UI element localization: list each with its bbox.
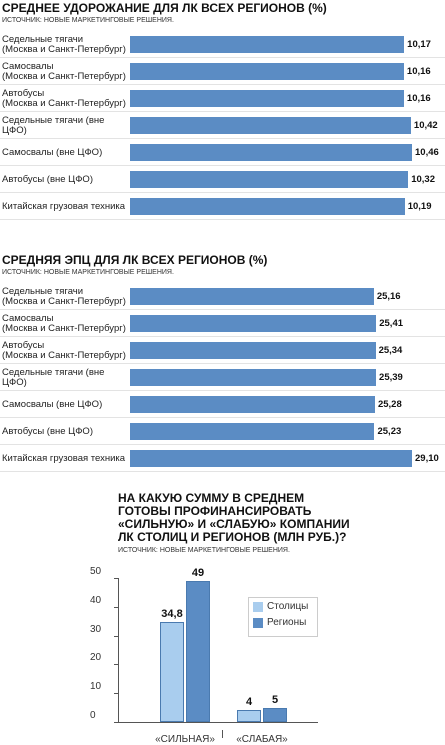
bar	[160, 621, 184, 722]
value-label: 10,46	[415, 147, 439, 158]
bar	[130, 90, 404, 107]
bar	[130, 396, 375, 413]
bar	[130, 63, 404, 80]
row-divider	[0, 391, 445, 418]
category-label: Автобусы (вне ЦФО)	[2, 173, 93, 185]
row-divider	[0, 85, 445, 112]
bar	[130, 288, 374, 305]
category-label: Автобусы (Москва и Санкт-Петербург)	[2, 339, 126, 361]
value-label: 25,23	[377, 426, 402, 437]
x-tick-label: «СИЛЬНАЯ»	[155, 734, 215, 745]
bar	[130, 342, 376, 359]
value-label: 25,28	[377, 399, 402, 410]
x-axis	[118, 722, 318, 723]
value-label: 49	[191, 566, 205, 579]
row-divider	[0, 193, 445, 220]
category-label: Седельные тягачи (вне ЦФО)	[2, 366, 105, 388]
tick-separator	[222, 730, 223, 738]
y-tick-mark	[114, 578, 118, 579]
legend-label: Столицы	[267, 601, 309, 612]
y-tick-label: 50	[90, 566, 102, 577]
value-label: 10,19	[407, 201, 432, 212]
y-tick-label: 10	[90, 681, 102, 693]
row-divider	[0, 310, 445, 337]
row-divider	[0, 31, 445, 58]
row-divider	[0, 337, 445, 364]
legend	[248, 597, 318, 637]
category-label: Самосвалы (вне ЦФО)	[2, 146, 103, 158]
chart-source: ИСТОЧНИК: НОВЫЕ МАРКЕТИНГОВЫЕ РЕШЕНИЯ.	[2, 269, 174, 276]
category-label: Седельные тягачи (вне ЦФО)	[2, 114, 105, 136]
bar	[130, 315, 377, 332]
legend-swatch	[253, 602, 263, 612]
bar	[130, 144, 412, 161]
value-label: 10,16	[406, 66, 431, 77]
bar	[130, 171, 409, 188]
value-label: 25,41	[379, 318, 404, 329]
row-divider	[0, 139, 445, 166]
category-label: Самосвалы (вне ЦФО)	[2, 398, 103, 410]
bar	[263, 707, 287, 722]
y-axis	[118, 578, 119, 722]
category-label: Самосвалы (Москва и Санкт-Петербург)	[2, 60, 126, 82]
bar	[130, 198, 405, 215]
bar	[130, 423, 375, 440]
y-tick-mark	[114, 606, 118, 608]
category-label: Седельные тягачи (Москва и Санкт-Петербу…	[2, 285, 126, 307]
legend-swatch	[253, 618, 263, 628]
bar	[130, 117, 411, 134]
value-label: 25,34	[378, 345, 403, 356]
category-label: Самосвалы (Москва и Санкт-Петербург)	[2, 312, 126, 334]
chart-source: ИСТОЧНИК: НОВЫЕ МАРКЕТИНГОВЫЕ РЕШЕНИЯ.	[118, 547, 290, 554]
legend-label: Регионы	[267, 617, 307, 628]
chart-title: СРЕДНЕЕ УДОРОЖАНИЕ ДЛЯ ЛК ВСЕХ РЕГИОНОВ …	[2, 1, 327, 15]
value-label: 10,16	[406, 93, 431, 104]
bar	[130, 369, 377, 386]
y-tick-label: 0	[90, 710, 96, 721]
value-label: 5	[271, 693, 279, 706]
y-tick-mark	[114, 664, 118, 666]
category-label: Китайская грузовая техника	[2, 452, 126, 464]
y-tick-mark	[114, 635, 118, 637]
y-tick-label: 30	[90, 623, 102, 635]
chart-title: СРЕДНЯЯ ЭПЦ ДЛЯ ЛК ВСЕХ РЕГИОНОВ (%)	[2, 253, 268, 267]
bar	[130, 36, 405, 53]
value-label: 4	[245, 696, 253, 709]
value-label: 29,10	[415, 453, 439, 464]
y-tick-mark	[114, 722, 118, 723]
row-divider	[0, 112, 445, 139]
value-label: 25,16	[376, 291, 401, 302]
row-divider	[0, 445, 445, 472]
value-label: 25,39	[379, 372, 403, 383]
row-divider	[0, 364, 445, 391]
y-tick-label: 20	[90, 652, 102, 664]
value-label: 10,17	[407, 39, 431, 50]
y-tick-label: 40	[90, 594, 102, 606]
category-label: Седельные тягачи (Москва и Санкт-Петербу…	[2, 33, 126, 55]
row-divider	[0, 166, 445, 193]
category-label: Китайская грузовая техника	[2, 200, 126, 212]
value-label: 34,8	[161, 607, 183, 620]
value-label: 10,32	[411, 174, 435, 185]
row-divider	[0, 58, 445, 85]
category-label: Автобусы (Москва и Санкт-Петербург)	[2, 87, 126, 109]
row-divider	[0, 418, 445, 445]
chart-title: НА КАКУЮ СУММУ В СРЕДНЕМ ГОТОВЫ ПРОФИНАН…	[118, 491, 350, 544]
x-tick-label: «СЛАБАЯ»	[236, 734, 288, 745]
bar	[130, 450, 412, 467]
y-tick-mark	[114, 693, 118, 695]
row-divider	[0, 283, 445, 310]
bar	[186, 580, 210, 722]
chart-source: ИСТОЧНИК: НОВЫЕ МАРКЕТИНГОВЫЕ РЕШЕНИЯ.	[2, 17, 174, 24]
value-label: 10,42	[413, 120, 438, 131]
bar	[237, 710, 261, 722]
category-label: Автобусы (вне ЦФО)	[2, 425, 93, 437]
